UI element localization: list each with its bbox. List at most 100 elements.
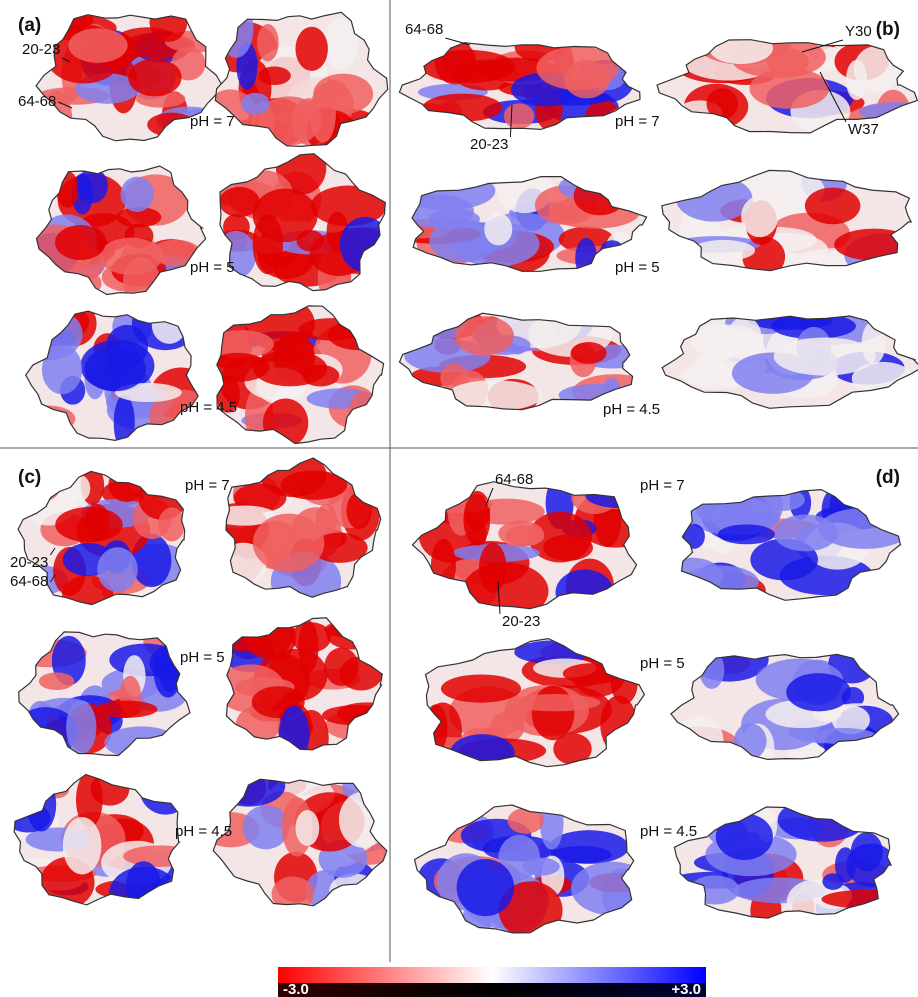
- protein-surface: [673, 806, 893, 919]
- surface-patch: [241, 92, 270, 115]
- colorbar-max: +3.0: [671, 981, 701, 997]
- surface-patch: [252, 350, 328, 387]
- surface-outline: [225, 617, 383, 751]
- surface-patch: [216, 330, 274, 359]
- protein-surface: [225, 457, 382, 598]
- surface-patch: [38, 672, 75, 691]
- surface-patch: [689, 875, 740, 905]
- surface-patch: [55, 506, 123, 543]
- surface-patch: [821, 889, 892, 909]
- surface-outline: [661, 169, 913, 272]
- surface-patch: [573, 176, 626, 216]
- surface-patch: [271, 876, 315, 906]
- surface-patch: [116, 207, 162, 228]
- surface-patch: [571, 861, 634, 916]
- surface-outline: [673, 806, 893, 919]
- annotation: 20-23: [502, 613, 540, 630]
- surface-patch: [777, 807, 867, 842]
- protein-surface: [661, 169, 913, 272]
- surface-patch: [104, 726, 179, 756]
- surface-patch: [66, 474, 91, 503]
- surface-patch: [262, 398, 309, 444]
- surface-patch: [339, 216, 386, 273]
- colorbar-min: -3.0: [283, 981, 309, 997]
- surface-patch: [549, 830, 629, 864]
- protein-surface: [411, 481, 638, 610]
- surface-patch: [696, 496, 724, 522]
- protein-surface: [214, 11, 389, 148]
- ph-label: pH = 5: [615, 259, 660, 276]
- protein-surface: [25, 310, 199, 442]
- surface-patch: [66, 700, 97, 755]
- surface-patch: [422, 93, 503, 122]
- surface-patch: [242, 805, 290, 850]
- surface-patch: [115, 383, 182, 403]
- surface-patch: [219, 186, 260, 218]
- surface-patch: [429, 219, 499, 263]
- surface-patch: [748, 489, 770, 515]
- surface-patch: [699, 654, 725, 689]
- surface-patch: [682, 523, 705, 549]
- surface-patch: [709, 39, 773, 65]
- surface-patch: [498, 520, 544, 547]
- surface-patch: [773, 514, 838, 552]
- surface-patch: [151, 239, 201, 267]
- surface-outline: [25, 310, 199, 442]
- surface-patch: [715, 813, 773, 860]
- ph-label: pH = 7: [640, 477, 685, 494]
- annotation-pointer: [58, 101, 73, 109]
- surface-patches: [226, 617, 383, 750]
- protein-surface: [35, 165, 207, 296]
- ph-label: pH = 4.5: [603, 401, 660, 418]
- surface-patch: [128, 58, 182, 97]
- labels: (a) pH = 7 pH = 5 pH = 4.5 20-23 64-68 (b) pH =…: [10, 15, 900, 840]
- protein-surface: [216, 305, 385, 445]
- protein-surface: [424, 637, 646, 768]
- annotation-pointer: [49, 574, 56, 583]
- surface-outline: [398, 312, 634, 411]
- surface-patch: [139, 774, 180, 815]
- surface-patch: [252, 513, 325, 573]
- surface-patch: [42, 779, 70, 799]
- annotation-pointer: [819, 71, 847, 123]
- surface-patch: [570, 342, 607, 364]
- surface-patch: [338, 791, 387, 848]
- surface-patch: [324, 17, 358, 70]
- surface-patch: [564, 59, 610, 99]
- colorbar-gradient: [278, 967, 706, 983]
- surface-patch: [610, 660, 638, 705]
- ph-label: pH = 5: [190, 259, 235, 276]
- surface-patch: [218, 12, 254, 58]
- surface-patch: [55, 171, 79, 208]
- surface-patches: [25, 311, 199, 441]
- surface-outline: [424, 637, 646, 768]
- annotation-pointer: [801, 39, 844, 53]
- surface-patch: [531, 685, 575, 741]
- surface-patch: [278, 705, 310, 750]
- surface-patches: [681, 489, 901, 601]
- surface-patch: [741, 195, 779, 238]
- surface-patch: [280, 470, 348, 500]
- protein-surface: [413, 804, 635, 934]
- colorbar-base: [278, 983, 706, 997]
- surface-patch: [62, 817, 102, 875]
- surface-patch: [691, 239, 756, 262]
- surface-patch: [555, 569, 614, 609]
- surface-patch: [258, 66, 291, 86]
- annotation: 64-68: [495, 471, 533, 488]
- annotation: 64-68: [18, 93, 56, 110]
- surface-patch: [810, 727, 877, 745]
- surface-patch: [786, 673, 851, 712]
- surface-patch: [600, 240, 625, 261]
- surface-patch: [296, 230, 325, 252]
- surface-patch: [151, 311, 187, 344]
- protein-surface: [661, 315, 918, 409]
- surface-patch: [147, 112, 196, 137]
- surface-outline: [219, 153, 386, 292]
- surface-patch: [76, 168, 108, 204]
- surface-patch: [484, 212, 513, 246]
- surface-patches: [219, 153, 386, 291]
- surface-patch: [822, 873, 844, 890]
- ph-label: pH = 7: [185, 477, 230, 494]
- annotation-pointer: [62, 57, 71, 63]
